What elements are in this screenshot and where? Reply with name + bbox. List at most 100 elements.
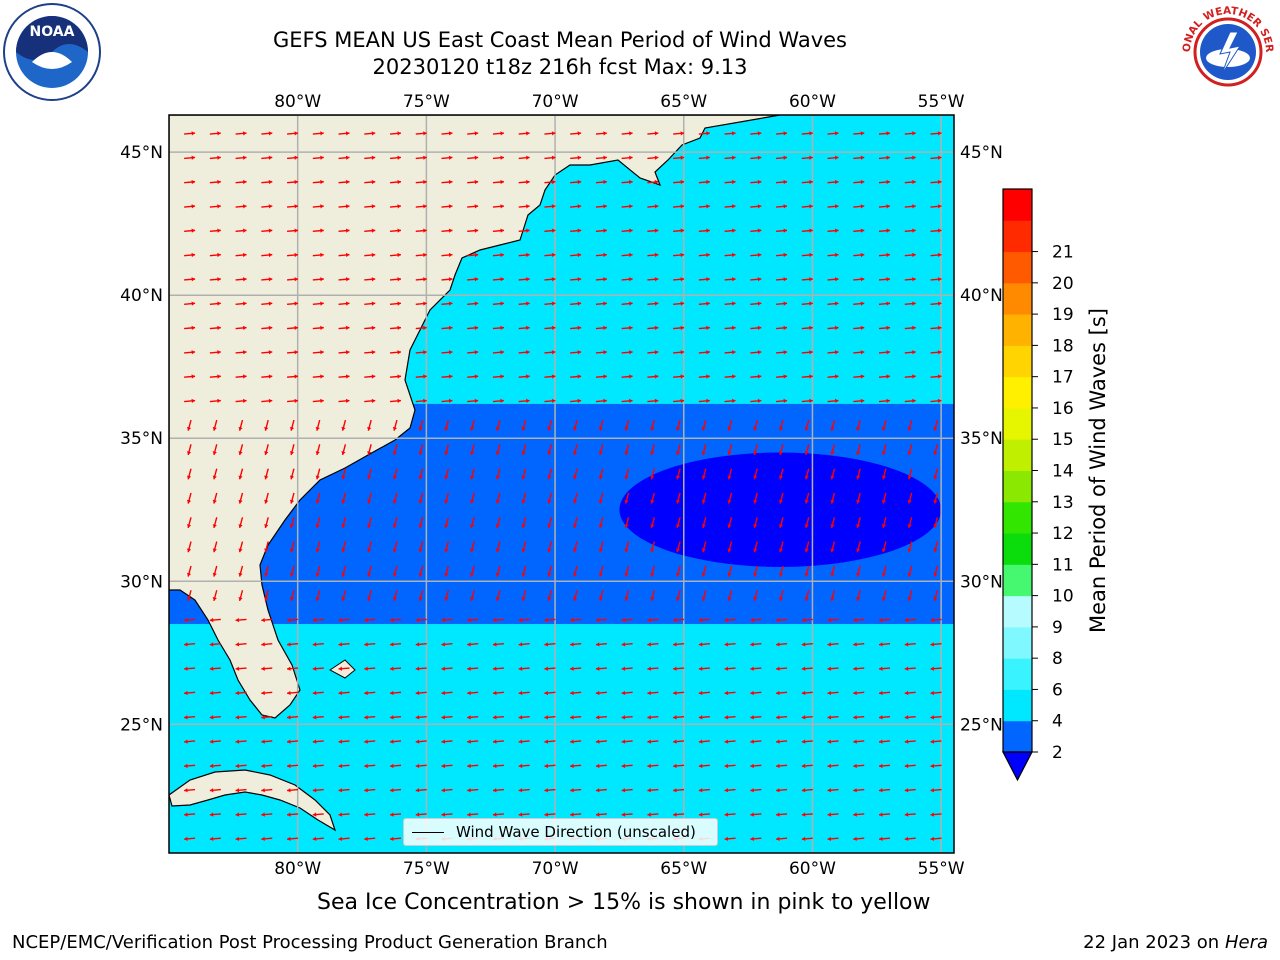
wave-arrow [518, 277, 530, 282]
wave-arrow [881, 565, 887, 577]
wave-arrow [650, 517, 655, 529]
wave-arrow [547, 590, 553, 602]
sea-ice-note: Sea Ice Concentration > 15% is shown in … [317, 890, 931, 915]
wave-arrow [212, 468, 218, 480]
wave-arrow [261, 763, 273, 769]
wave-arrow [750, 325, 762, 331]
wave-arrow [415, 350, 427, 355]
wave-arrow [698, 666, 710, 671]
wave-arrow [209, 204, 221, 209]
wave-arrow [750, 690, 762, 696]
wave-arrow [750, 179, 762, 185]
colorbar-bin [1003, 220, 1032, 253]
wave-arrow [698, 131, 710, 136]
wave-arrow [444, 444, 450, 456]
wave-arrow [650, 419, 655, 431]
wave-arrow [701, 541, 707, 553]
wave-arrow [753, 492, 758, 504]
wave-arrow [521, 419, 527, 431]
wave-arrow [287, 155, 299, 160]
wave-arrow [544, 374, 556, 379]
wave-arrow [518, 617, 530, 623]
wave-arrow [444, 517, 450, 529]
wave-arrow [724, 374, 736, 379]
wave-arrow [595, 666, 607, 671]
wave-arrow [801, 690, 813, 696]
wave-arrow [878, 374, 891, 379]
wave-arrow [315, 468, 321, 480]
wave-arrow [673, 277, 685, 282]
colorbar-tick-label: 4 [1052, 712, 1063, 732]
wave-arrow [547, 468, 553, 480]
wave-arrow [904, 739, 916, 744]
colorbar-bin [1003, 470, 1032, 503]
wave-arrow [801, 666, 813, 671]
colorbar-label: Mean Period of Wind Waves [s] [1086, 308, 1110, 633]
wave-arrow [312, 398, 324, 403]
wave-arrow [881, 517, 887, 529]
colorbar-extend-triangle [1002, 751, 1033, 782]
wave-arrow [930, 325, 942, 331]
wave-arrow [186, 590, 192, 602]
wave-arrow [573, 444, 578, 456]
wave-arrow [287, 812, 299, 817]
wave-arrow [261, 350, 273, 355]
wave-arrow [312, 836, 324, 842]
wave-arrow [853, 204, 865, 209]
wave-arrow [621, 277, 633, 282]
wave-arrow [827, 715, 839, 720]
wave-arrow [261, 155, 273, 160]
wave-arrow [492, 277, 504, 282]
wave-arrow [364, 374, 376, 379]
wave-arrow [930, 179, 942, 185]
wave-arrow [701, 468, 707, 480]
wave-arrow [701, 517, 707, 529]
wave-arrow [907, 590, 913, 602]
wave-arrow [315, 590, 321, 602]
wave-arrow [804, 419, 810, 431]
wave-arrow [235, 617, 247, 623]
wave-arrow [238, 468, 244, 480]
wave-arrow [289, 468, 295, 480]
wave-arrow [212, 565, 218, 577]
footer-machine: Hera [1224, 932, 1268, 953]
wave-arrow [492, 252, 504, 258]
wave-arrow [467, 350, 479, 355]
wave-arrow [261, 617, 273, 623]
wave-arrow [881, 468, 887, 480]
wave-arrow [467, 739, 479, 744]
wave-arrow [312, 788, 324, 793]
wave-arrow [856, 419, 861, 431]
wave-arrow [698, 374, 710, 379]
wave-arrow [415, 204, 427, 209]
wave-arrow [853, 131, 865, 136]
wave-arrow [287, 325, 299, 331]
wave-arrow [801, 325, 813, 331]
wave-arrow [853, 301, 865, 306]
wave-arrow [907, 444, 913, 456]
wave-arrow [778, 565, 784, 577]
wave-arrow [547, 541, 553, 553]
wave-arrow [338, 642, 350, 647]
wave-arrow [647, 398, 659, 403]
wave-arrow [595, 131, 607, 136]
wave-arrow [904, 642, 916, 647]
wave-arrow [647, 788, 659, 793]
wave-arrow [673, 155, 685, 160]
region-south-cyan [169, 624, 954, 853]
wave-arrow [621, 155, 633, 160]
wave-arrow [930, 812, 942, 817]
wave-arrow [724, 763, 736, 769]
wave-arrow [235, 788, 247, 793]
wave-arrow [209, 763, 221, 769]
wave-arrow [389, 763, 402, 769]
wave-arrow [367, 565, 372, 577]
wave-arrow [184, 788, 196, 793]
wave-arrow [853, 398, 865, 403]
wave-arrow [621, 763, 633, 769]
wave-arrow [827, 204, 839, 209]
wave-arrow [724, 617, 736, 623]
wave-arrow [673, 642, 685, 647]
wave-arrow [853, 325, 865, 331]
wave-arrow [418, 565, 424, 577]
